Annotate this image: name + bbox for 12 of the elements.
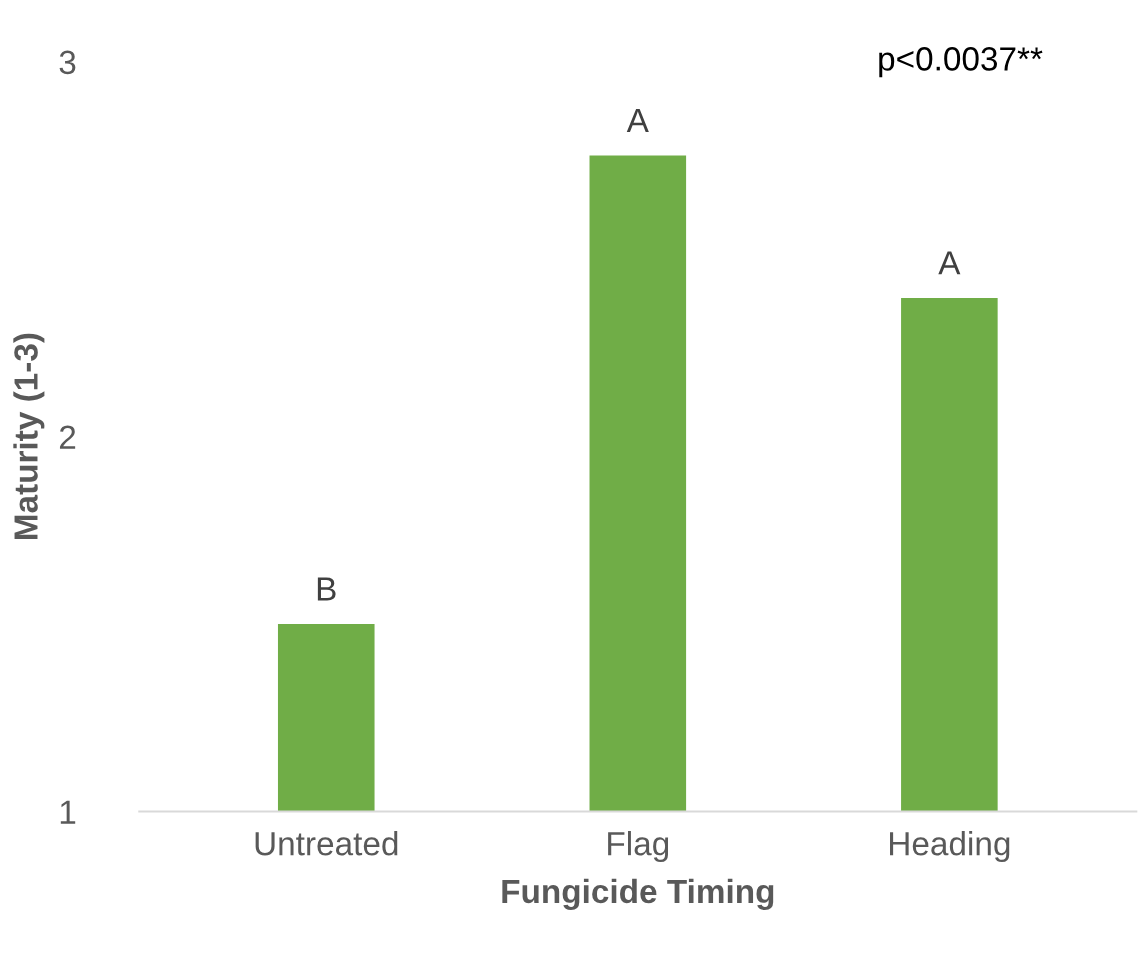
y-tick-label: 1 (60, 800, 76, 824)
annotation: p<0.0037** (879, 47, 1043, 78)
annotation: A (626, 108, 649, 132)
x-axis-title: Fungicide Timing (502, 878, 774, 910)
annotation: B (317, 577, 336, 601)
x-tick-label: Heading (890, 831, 1010, 863)
annotation: A (938, 251, 961, 275)
x-tick-label: Untreated (255, 831, 398, 856)
y-axis-title: Maturity (1-3) (13, 333, 45, 540)
x-tick-label: Flag (608, 831, 669, 863)
y-tick-label: 2 (59, 425, 76, 449)
y-tick-label: 3 (59, 50, 76, 75)
